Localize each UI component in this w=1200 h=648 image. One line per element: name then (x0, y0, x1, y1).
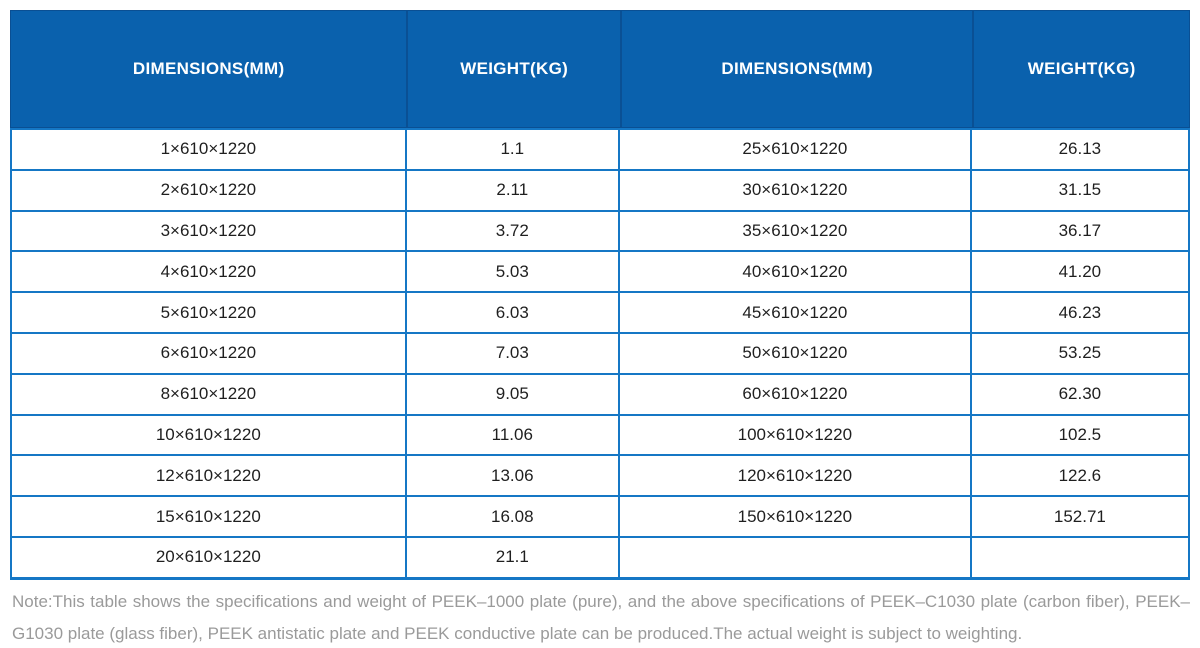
table-body: 1×610×1220 1.1 25×610×1220 26.13 2×610×1220 2… (10, 128, 1190, 580)
cell-dimensions: 30×610×1220 (620, 170, 972, 210)
cell-dimensions: 10×610×1220 (12, 415, 407, 455)
cell-dimensions: 1×610×1220 (12, 130, 407, 169)
cell-weight: 46.23 (1058, 302, 1102, 322)
cell-weight: 41.20 (1058, 261, 1102, 281)
cell-weight: 152.71 (1053, 506, 1106, 526)
cell-weight: 122.6 (1058, 465, 1102, 485)
cell-dimensions: 25×610×1220 (620, 130, 972, 169)
cell-weight: 1.1 (407, 130, 620, 169)
cell-weight: 31.15 (1058, 180, 1102, 200)
cell-weight: 7.03 (407, 333, 620, 373)
cell-dimensions (620, 537, 972, 577)
cell-dimensions: 15×610×1220 (12, 497, 407, 536)
cell-weight: 16.08 (407, 497, 620, 536)
header-cell-weight-right: WEIGHT(KG) (972, 11, 1189, 127)
table-row: 20×610×1220 21.1 (12, 535, 1188, 577)
cell-dimensions: 35×610×1220 (620, 211, 972, 251)
cell-dimensions: 8×610×1220 (12, 374, 407, 414)
cell-dimensions: 6×610×1220 (12, 333, 407, 373)
cell-dimensions: 60×610×1220 (620, 374, 972, 414)
cell-weight (972, 538, 1188, 577)
cell-dimensions: 100×610×1220 (620, 415, 972, 455)
table-row: 6×610×1220 7.03 50×610×1220 53.25 (12, 331, 1188, 373)
table-row: 8×610×1220 9.05 60×610×1220 62.30 (12, 372, 1188, 414)
cell-dimensions: 120×610×1220 (620, 456, 972, 496)
table-row: 3×610×1220 3.72 35×610×1220 36.17 (12, 209, 1188, 251)
cell-weight: 9.05 (407, 374, 620, 414)
cell-weight: 3.72 (407, 211, 620, 251)
cell-weight: 6.03 (407, 293, 620, 332)
cell-weight: 102.5 (1058, 424, 1102, 444)
cell-dimensions: 12×610×1220 (12, 456, 407, 496)
spec-table: DIMENSIONS(MM) WEIGHT(KG) DIMENSIONS(MM)… (10, 10, 1190, 580)
cell-dimensions: 3×610×1220 (12, 211, 407, 251)
cell-weight: 21.1 (407, 537, 620, 577)
cell-dimensions: 150×610×1220 (620, 497, 972, 536)
cell-weight: 62.30 (1058, 384, 1102, 404)
table-row: 5×610×1220 6.03 45×610×1220 46.23 (12, 291, 1188, 332)
table-row: 2×610×1220 2.11 30×610×1220 31.15 (12, 168, 1188, 210)
table-row: 4×610×1220 5.03 40×610×1220 41.20 (12, 250, 1188, 292)
table-row: 12×610×1220 13.06 120×610×1220 122.6 (12, 454, 1188, 496)
header-cell-dimensions-left: DIMENSIONS(MM) (132, 59, 285, 78)
cell-dimensions: 40×610×1220 (620, 252, 972, 292)
cell-dimensions: 5×610×1220 (12, 293, 407, 332)
table-row: 10×610×1220 11.06 100×610×1220 102.5 (12, 413, 1188, 455)
cell-dimensions: 50×610×1220 (620, 333, 972, 373)
note-text: Note:This table shows the specifications… (12, 592, 1190, 643)
cell-weight: 5.03 (407, 252, 620, 292)
cell-weight: 53.25 (1058, 343, 1102, 363)
cell-weight: 2.11 (407, 170, 620, 210)
header-cell-weight-left: WEIGHT(KG) (406, 11, 620, 127)
cell-dimensions: 2×610×1220 (12, 170, 407, 210)
cell-dimensions: 20×610×1220 (12, 537, 407, 577)
cell-dimensions: 4×610×1220 (12, 252, 407, 292)
table-header-row: DIMENSIONS(MM) WEIGHT(KG) DIMENSIONS(MM)… (10, 10, 1190, 128)
table-row: 1×610×1220 1.1 25×610×1220 26.13 (12, 130, 1188, 169)
cell-weight: 26.13 (1058, 139, 1102, 159)
cell-weight: 13.06 (407, 456, 620, 496)
cell-dimensions: 45×610×1220 (620, 293, 972, 332)
cell-weight: 11.06 (407, 415, 620, 455)
header-cell-dimensions-right: DIMENSIONS(MM) (619, 11, 972, 127)
cell-weight: 36.17 (1058, 220, 1102, 240)
table-row: 15×610×1220 16.08 150×610×1220 152.71 (12, 495, 1188, 536)
